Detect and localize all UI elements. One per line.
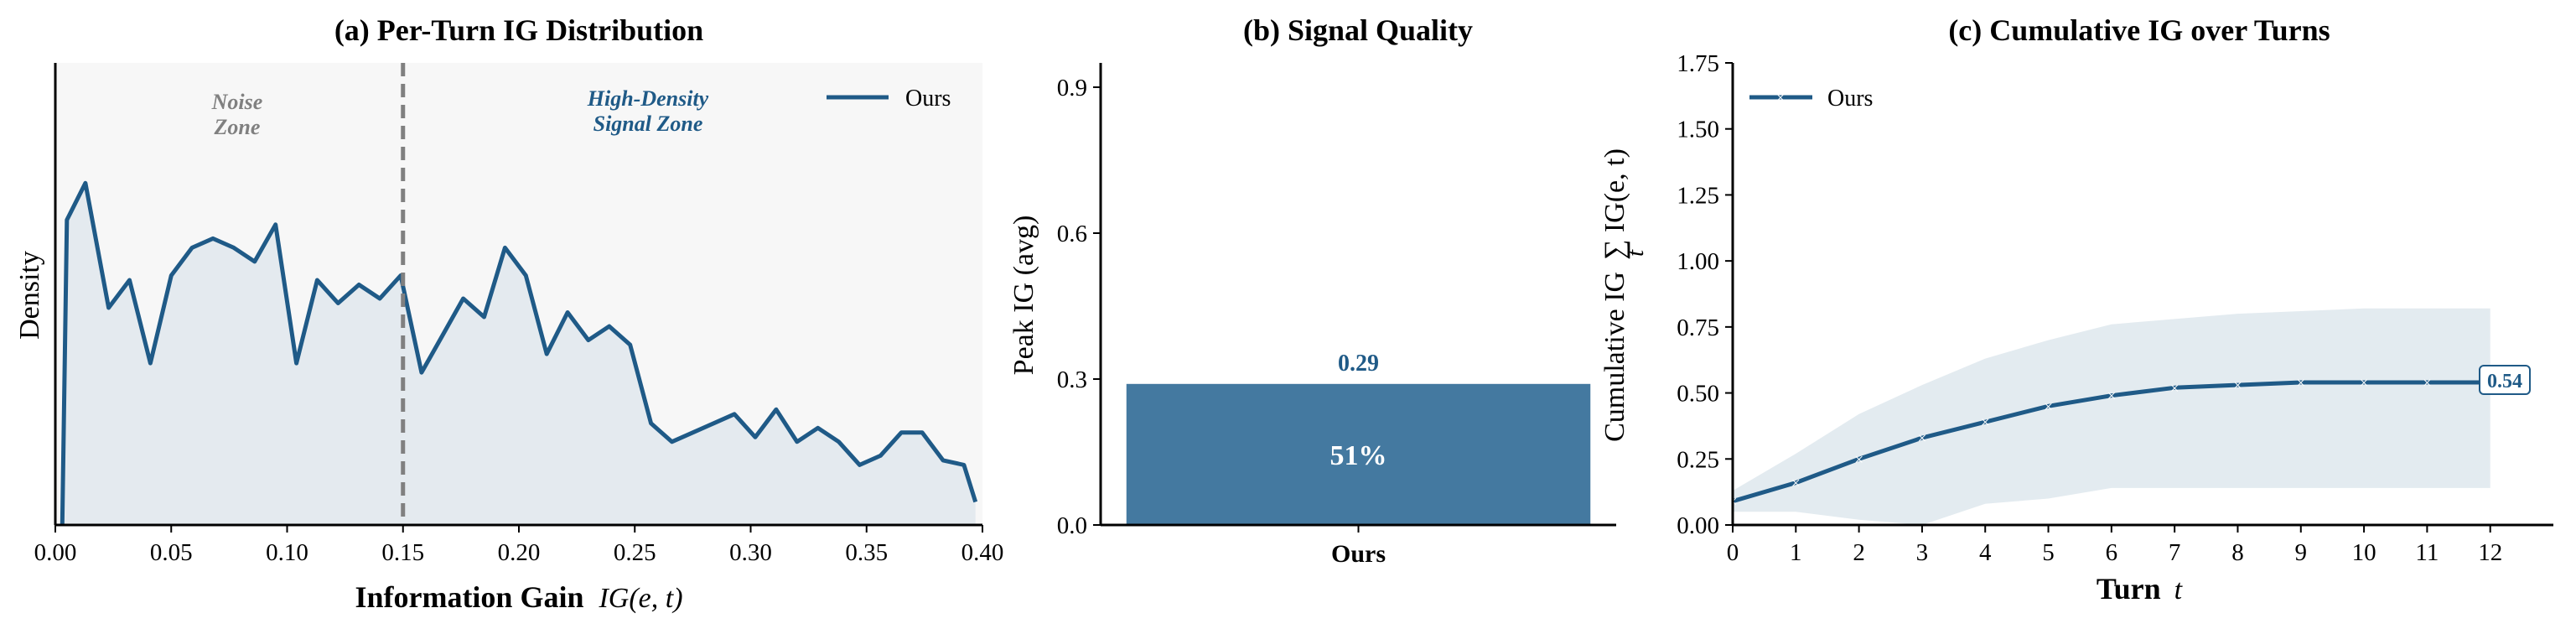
x-tick-label: 0.10 <box>266 539 308 566</box>
x-tick-label: 1 <box>1790 539 1802 566</box>
x-tick-label: 11 <box>2415 539 2439 566</box>
panel-a-title: (a) Per-Turn IG Distribution <box>334 13 703 47</box>
y-tick-label: 0.0 <box>1057 512 1087 539</box>
x-tick-label: Ours <box>1331 540 1386 568</box>
x-tick-label: 4 <box>1979 539 1992 566</box>
y-tick-label: 0.9 <box>1057 75 1087 101</box>
y-tick-label: 0.50 <box>1677 381 1719 408</box>
x-tick-label: 0.00 <box>34 539 77 566</box>
panel-a-x-label-math: IG(e, t) <box>598 583 682 614</box>
x-tick-label: 8 <box>2231 539 2244 566</box>
y-tick-label: 1.00 <box>1677 248 1719 275</box>
y-tick-label: 0.75 <box>1677 314 1719 341</box>
panel-c-legend-label: Ours <box>1827 86 1873 112</box>
panel-c-x-label-text: Turn <box>2097 572 2161 605</box>
panel-b-title: (b) Signal Quality <box>1243 13 1473 47</box>
bar-value-label: 0.29 <box>1338 351 1379 377</box>
noise-zone-label-line1: Noise <box>211 90 263 114</box>
signal-zone-label-line2: Signal Zone <box>593 112 703 136</box>
data-point-marker: × <box>2170 379 2179 398</box>
panel-c-y-label-text: Cumulative IG <box>1599 272 1630 442</box>
x-tick-label: 0.05 <box>150 539 193 566</box>
density-area <box>62 183 976 526</box>
cumulative-line <box>1732 380 2490 504</box>
x-tick-label: 6 <box>2106 539 2118 566</box>
x-tick-label: 0 <box>1727 539 1739 566</box>
data-point-marker: × <box>1981 413 1990 432</box>
x-tick-label: 0.25 <box>614 539 656 566</box>
data-point-marker: × <box>2359 374 2368 392</box>
data-point-marker: × <box>2044 398 2053 416</box>
x-tick-label: 0.30 <box>729 539 772 566</box>
x-tick-label: 9 <box>2295 539 2308 566</box>
panel-b-y-label: Peak IG (avg) <box>1008 216 1039 376</box>
panel-c-y-label: Cumulative IG ∑ IG(e, t) <box>1599 148 1630 442</box>
y-tick-label: 0.25 <box>1677 446 1719 473</box>
panel-c-legend-marker: × <box>1775 89 1785 107</box>
x-tick-label: 0.20 <box>498 539 541 566</box>
y-tick-label: 0.00 <box>1677 512 1719 539</box>
bar-percent-label: 51% <box>1330 440 1387 471</box>
panel-c-x-label-math: t <box>2174 574 2184 605</box>
data-point-marker: × <box>2296 374 2305 392</box>
signal-zone-label-line1: High-Density <box>587 86 709 111</box>
y-tick-label: 0.3 <box>1057 366 1087 393</box>
x-tick-label: 0.40 <box>961 539 1004 566</box>
panel-c-y-label-sum-index: t <box>1622 249 1649 257</box>
panel-c-end-label: 0.54 <box>2487 371 2522 392</box>
panel-c-x-label: Turn t <box>2097 572 2184 605</box>
x-tick-label: 0.35 <box>845 539 888 566</box>
data-point-marker: × <box>2107 387 2116 406</box>
y-tick-label: 1.50 <box>1677 117 1719 143</box>
y-tick-label: 1.75 <box>1677 50 1719 77</box>
noise-zone-label-line2: Zone <box>214 115 261 139</box>
data-point-marker: × <box>1917 429 1926 448</box>
panel-c-y-label-math: ∑ IG(e, t) <box>1599 148 1630 260</box>
data-point-marker: × <box>1854 450 1863 469</box>
panel-b: 0.29 51% Ours 0.0 0.3 0.6 0.9 (b) Signal Qual… <box>1008 13 1616 568</box>
panel-a: 0.00 0.05 0.10 0.15 0.20 0.25 0.30 0.35 0.40 (a)… <box>14 13 1003 614</box>
x-tick-label: 7 <box>2169 539 2181 566</box>
density-line <box>60 180 978 526</box>
x-tick-label: 5 <box>2042 539 2055 566</box>
panel-a-x-label-text: Information Gain <box>355 580 583 614</box>
x-tick-label: 10 <box>2352 539 2376 566</box>
x-tick-label: 3 <box>1916 539 1929 566</box>
panel-c-title: (c) Cumulative IG over Turns <box>1948 13 2330 47</box>
x-tick-label: 12 <box>2478 539 2502 566</box>
data-point-marker: × <box>2233 377 2242 395</box>
y-tick-label: 1.25 <box>1677 182 1719 209</box>
y-tick-label: 0.6 <box>1057 221 1087 247</box>
bar <box>1126 383 1591 525</box>
data-point-marker: × <box>2423 374 2432 392</box>
x-tick-label: 2 <box>1853 539 1865 566</box>
panel-a-legend-label: Ours <box>905 86 951 112</box>
panel-a-y-label: Density <box>14 251 45 340</box>
x-tick-label: 0.15 <box>381 539 424 566</box>
data-point-marker: × <box>1791 475 1801 493</box>
panel-c-end-label-box <box>2479 365 2531 395</box>
panel-a-x-label: Information Gain IG(e, t) <box>355 580 682 614</box>
confidence-band <box>1733 308 2490 525</box>
